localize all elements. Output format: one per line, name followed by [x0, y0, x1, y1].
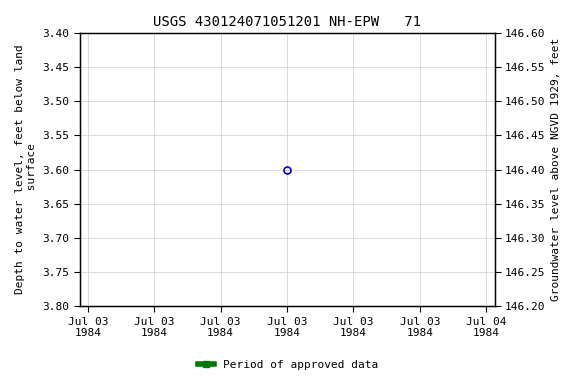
Y-axis label: Groundwater level above NGVD 1929, feet: Groundwater level above NGVD 1929, feet — [551, 38, 561, 301]
Title: USGS 430124071051201 NH-EPW   71: USGS 430124071051201 NH-EPW 71 — [153, 15, 421, 29]
Legend: Period of approved data: Period of approved data — [193, 356, 383, 375]
Y-axis label: Depth to water level, feet below land
 surface: Depth to water level, feet below land su… — [15, 45, 37, 295]
